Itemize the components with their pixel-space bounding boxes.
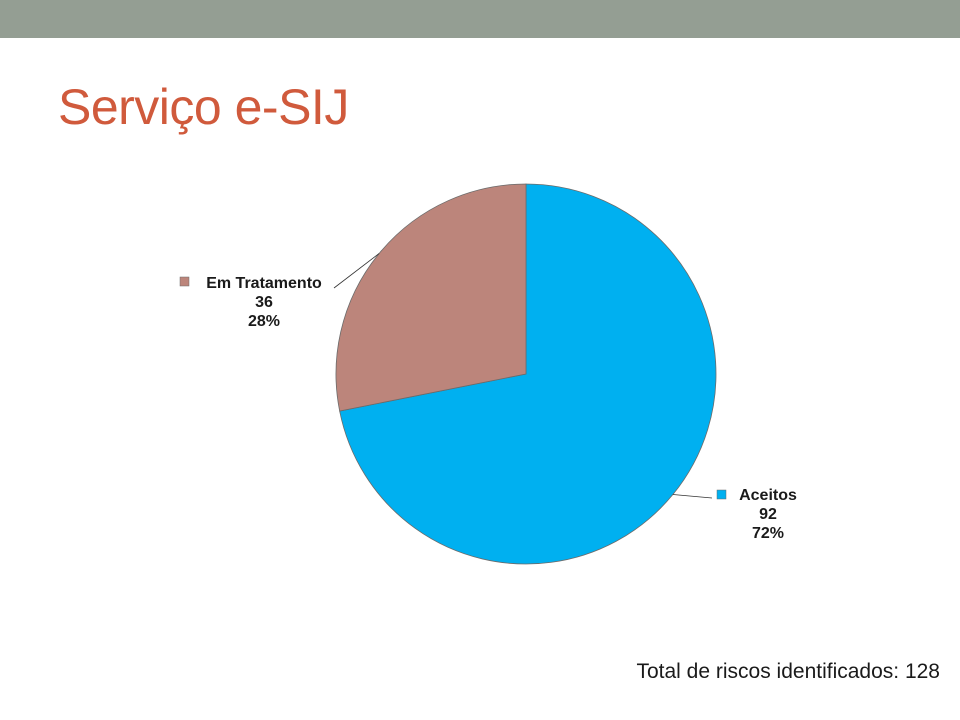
pie-labels: Aceitos 92 72% Em Tratamento 36 28% bbox=[179, 253, 797, 542]
slice-label-name: Em Tratamento bbox=[206, 275, 322, 292]
slide-title: Serviço e-SIJ bbox=[58, 79, 349, 135]
slice-label-percent: 28% bbox=[248, 313, 280, 330]
slice-label-percent: 72% bbox=[752, 525, 784, 542]
leader-line-aceitos bbox=[672, 494, 713, 499]
pie-slice-aceitos bbox=[339, 183, 717, 565]
slice-label-value: 92 bbox=[759, 506, 777, 523]
pie-slice-em-tratamento bbox=[335, 183, 527, 412]
slice-label-name: Aceitos bbox=[739, 487, 797, 504]
total-risks-note: Total de riscos identificados: 128 bbox=[636, 660, 940, 683]
leader-line-em-tratamento bbox=[333, 253, 380, 289]
legend-key-aceitos bbox=[716, 489, 727, 500]
legend-key-em-tratamento bbox=[179, 276, 190, 287]
top-accent-bar bbox=[0, 0, 960, 38]
pie-slices bbox=[335, 183, 717, 565]
slice-label-value: 36 bbox=[255, 294, 273, 311]
